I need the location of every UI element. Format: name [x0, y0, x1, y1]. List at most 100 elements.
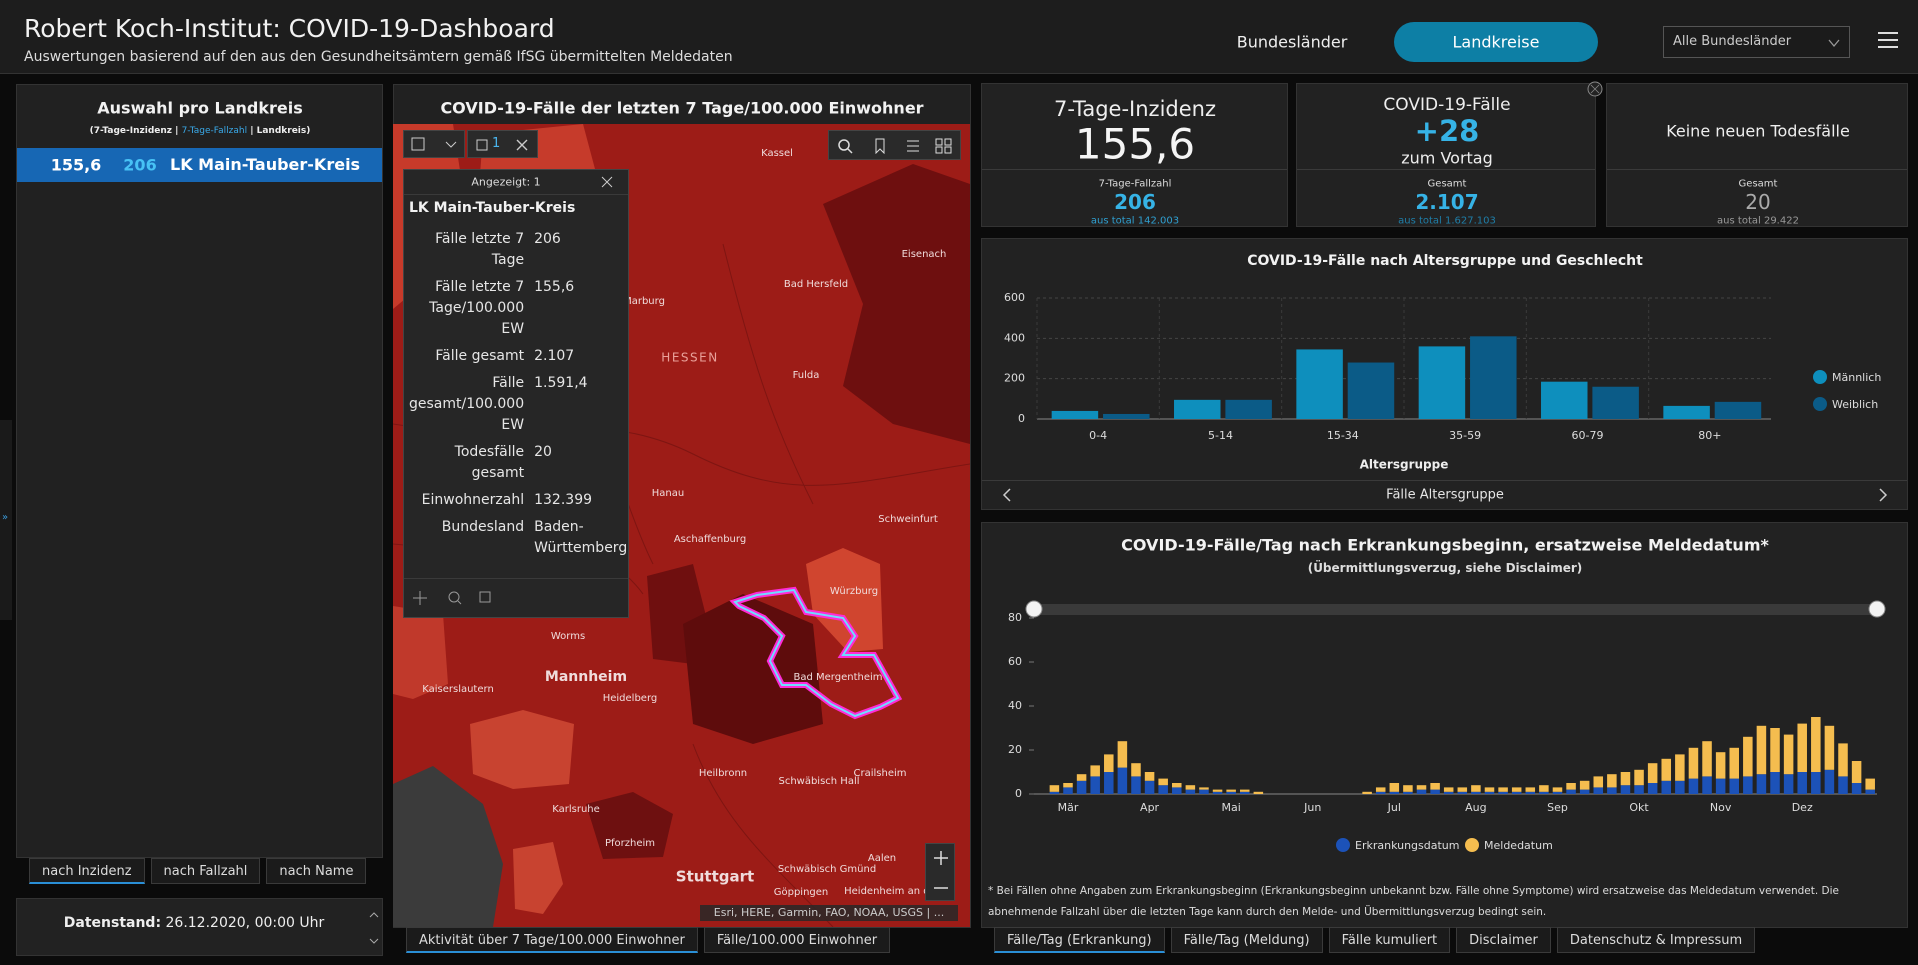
- daily-chart-panel: COVID-19-Fälle/Tag nach Erkrankungsbegin…: [981, 522, 1908, 928]
- region: [823, 164, 970, 444]
- kpi-sub-value: 206: [1114, 190, 1156, 214]
- popup-label: Fälle letzte 7 Tage: [435, 231, 525, 268]
- place-label: Marburg: [623, 296, 665, 307]
- pager-divider: [982, 480, 1907, 481]
- popup-value: 206: [534, 231, 561, 247]
- popup-value: 2.107: [534, 348, 575, 364]
- place-label: Heilbronn: [699, 768, 747, 779]
- kpi-note: zum Vortag: [1401, 148, 1493, 168]
- place-label: HESSEN: [661, 351, 718, 365]
- popup-row: Einwohnerzahl 132.399: [409, 487, 628, 514]
- legend-part: 7-Tage-Fallzahl: [181, 126, 248, 136]
- tab[interactable]: Fälle/Tag (Meldung): [1170, 927, 1323, 953]
- header: Robert Koch-Institut: COVID-19-Dashboard…: [0, 0, 1918, 74]
- place-label: Schwäbisch Hall: [778, 776, 859, 787]
- tab[interactable]: nach Inzidenz: [29, 858, 145, 884]
- kpi-title: 7-Tage-Inzidenz: [1053, 97, 1217, 121]
- chart-title: COVID-19-Fälle nach Altersgruppe und Ges…: [1247, 253, 1643, 269]
- pager-next[interactable]: [1878, 488, 1888, 502]
- place-label: Kassel: [761, 148, 793, 159]
- expand-icon[interactable]: [1587, 81, 1603, 97]
- place-label: Eisenach: [902, 249, 947, 260]
- region: [393, 606, 448, 699]
- selection-count: 1: [492, 136, 501, 151]
- kpi-divider: [1297, 169, 1595, 170]
- age-chart-panel: COVID-19-Fälle nach Altersgruppe und Ges…: [981, 238, 1908, 510]
- nav-button-active[interactable]: Landkreise: [1394, 22, 1598, 62]
- status-scroll[interactable]: [369, 911, 379, 945]
- clear-selection[interactable]: [515, 138, 529, 152]
- side-handle[interactable]: »: [0, 420, 12, 620]
- kpi-sub-total: aus total 1.627.103: [1398, 215, 1496, 227]
- highlight-outline[interactable]: [733, 588, 900, 718]
- popup-value: 155,6: [534, 279, 575, 295]
- nav-link[interactable]: Bundesländer: [1236, 32, 1348, 52]
- menu-icon[interactable]: [1878, 31, 1898, 49]
- status-text: Datenstand: 26.12.2020, 00:00 Uhr: [64, 915, 324, 931]
- kpi-sub-total: aus total 142.003: [1090, 215, 1180, 227]
- side-arrows: »: [2, 512, 9, 523]
- place-label: Mannheim: [545, 669, 627, 685]
- place-label: Stuttgart: [676, 868, 754, 886]
- tab[interactable]: Disclaimer: [1456, 927, 1551, 953]
- popup-table: Fälle letzte 7 Tage 206 Fälle letzte 7 Tag…: [409, 226, 628, 562]
- zoom-control: [925, 843, 955, 901]
- legend-part: | Landkreis): [247, 126, 311, 136]
- tab[interactable]: Fälle/Tag (Erkrankung): [994, 927, 1165, 953]
- chart-title: COVID-19-Fälle/Tag nach Erkrankungsbegin…: [1121, 535, 1769, 555]
- tab[interactable]: Datenschutz & Impressum: [1556, 927, 1756, 953]
- zoom-buttons[interactable]: [933, 851, 949, 895]
- region: [683, 594, 823, 744]
- tab[interactable]: Aktivität über 7 Tage/100.000 Einwohner: [406, 927, 698, 953]
- tab[interactable]: Fälle kumuliert: [1328, 927, 1451, 953]
- popup-actions[interactable]: [412, 590, 492, 606]
- popup-divider: [404, 578, 628, 579]
- app-title: Robert Koch-Institut: COVID-19-Dashboard: [24, 14, 555, 43]
- chart-footnote: * Bei Fällen ohne Angaben zum Erkrankung…: [988, 885, 1839, 918]
- popup-count: Angezeigt: 1: [471, 175, 541, 189]
- kpi-sub-label: Gesamt: [1738, 178, 1778, 190]
- kpi-title: COVID-19-Fälle: [1383, 95, 1511, 115]
- place-label: Schweinfurt: [878, 514, 938, 525]
- kpi-sub-label: 7-Tage-Fallzahl: [1098, 178, 1172, 190]
- kpi-sub-label: Gesamt: [1427, 178, 1467, 190]
- kpi-box: Keine neuen Todesfälle Gesamt 20 aus tot…: [1606, 83, 1908, 227]
- popup-close[interactable]: [601, 176, 613, 188]
- popup-label: Bundesland: [441, 519, 525, 535]
- region: [586, 792, 673, 859]
- place-label: Heidenheim an der: [844, 886, 941, 897]
- select-tool[interactable]: [410, 136, 460, 154]
- list-title: Auswahl pro Landkreis: [97, 98, 303, 118]
- kpi-box: COVID-19-Fälle +28 zum Vortag Gesamt 2.1…: [1296, 81, 1603, 227]
- region: [806, 548, 883, 652]
- tab[interactable]: Fälle/100.000 Einwohner: [703, 927, 891, 953]
- map-tool-icons[interactable]: [837, 138, 957, 154]
- popup-row: Todesfälle gesamt 20: [409, 439, 628, 487]
- place-label: Kaiserslautern: [422, 684, 494, 695]
- pager-label: Fälle Altersgruppe: [1386, 487, 1504, 503]
- place-label: Würzburg: [830, 586, 878, 597]
- place-label: Pforzheim: [605, 838, 655, 849]
- selection-toolbar: 1: [467, 130, 538, 158]
- map-title: COVID-19-Fälle der letzten 7 Tage/100.00…: [440, 98, 924, 118]
- kpi-divider: [982, 169, 1287, 170]
- place-label: Fulda: [793, 370, 820, 381]
- list-row-selected[interactable]: 155,6 206 LK Main-Tauber-Kreis: [17, 148, 382, 182]
- popup-header: Angezeigt: 1: [404, 170, 628, 195]
- kpi-title: Keine neuen Todesfälle: [1666, 121, 1850, 141]
- place-label: Worms: [551, 631, 585, 642]
- selection-icon: [476, 139, 488, 151]
- kpi-value: 155,6: [1074, 119, 1196, 169]
- tab[interactable]: nach Name: [266, 858, 367, 884]
- pager-prev[interactable]: [1002, 488, 1012, 502]
- popup-row: Fälle letzte 7 Tage 206: [409, 226, 628, 274]
- kpi-divider: [1607, 169, 1907, 170]
- popup-title: LK Main-Tauber-Kreis: [409, 200, 576, 216]
- tab[interactable]: nach Fallzahl: [150, 858, 261, 884]
- place-label: Bad Mergentheim: [794, 672, 883, 683]
- place-label: Crailsheim: [854, 768, 907, 779]
- place-label: Hanau: [652, 488, 684, 499]
- row-incidence: 155,6: [50, 155, 102, 175]
- dropdown[interactable]: Alle Bundesländer: [1663, 26, 1850, 58]
- bottom-tabs: Fälle/Tag (Erkrankung) Fälle/Tag (Meldung…: [994, 927, 1756, 953]
